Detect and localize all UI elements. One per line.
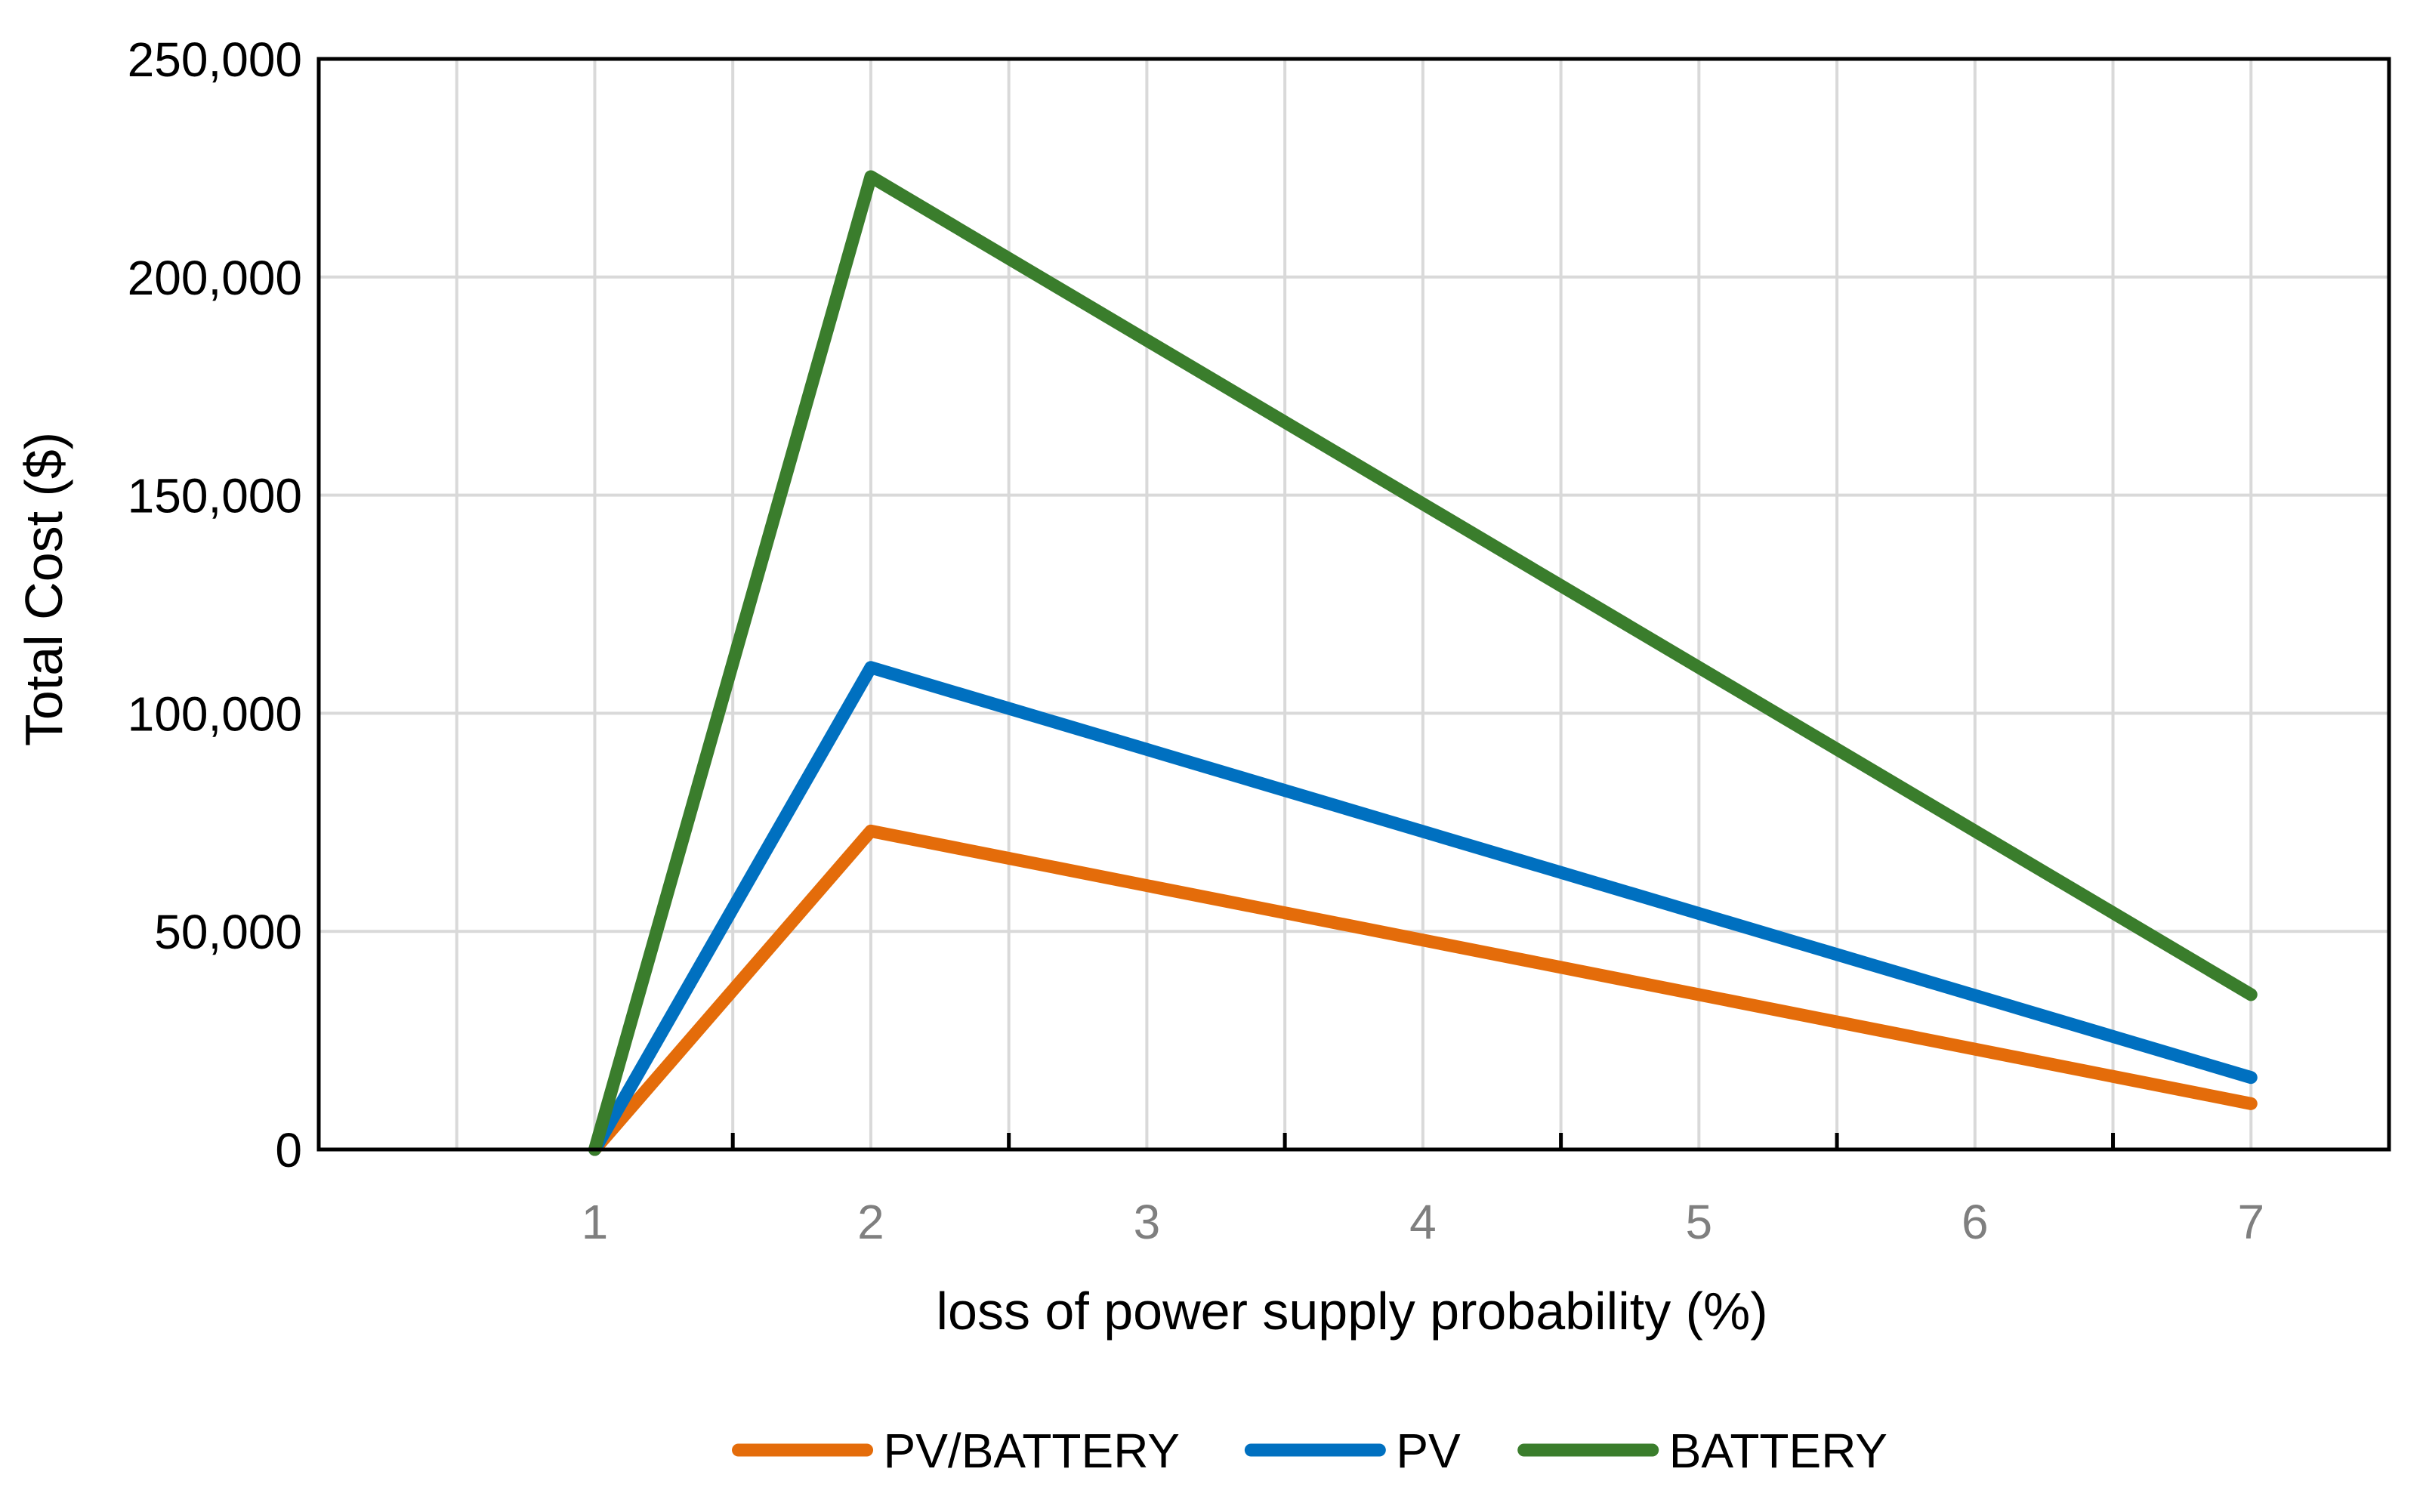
legend-item-pv: PV (1244, 1424, 1461, 1478)
series-line-pv (588, 661, 2258, 1156)
x-tick-label: 6 (1962, 1195, 1989, 1249)
series-line-pv-battery (588, 824, 2258, 1156)
y-axis-tick-labels: 0 50,000 100,000 150,000 200,000 250,000 (128, 32, 302, 1177)
x-axis-title: loss of power supply probability (%) (936, 1282, 1767, 1341)
x-tick-label: 5 (1686, 1195, 1713, 1249)
gridlines (319, 59, 2389, 1149)
y-tick-label: 0 (275, 1123, 302, 1177)
x-tick-label: 3 (1134, 1195, 1161, 1249)
legend-label-pv: PV (1396, 1424, 1461, 1478)
legend-label-battery: BATTERY (1669, 1424, 1887, 1478)
series-line-battery (588, 170, 2258, 1156)
y-axis-title: Total Cost ($) (14, 432, 73, 746)
x-tick-label: 4 (1409, 1195, 1437, 1249)
x-tick-label: 2 (857, 1195, 884, 1249)
legend-label-pv-battery: PV/BATTERY (884, 1424, 1180, 1478)
x-axis-tick-labels: 1 2 3 4 5 6 7 (582, 1195, 2264, 1249)
plot-area-frame (316, 57, 2391, 1152)
legend-item-battery: BATTERY (1517, 1424, 1887, 1478)
legend: PV/BATTERY PV BATTERY (732, 1424, 1887, 1478)
series-lines (588, 170, 2258, 1156)
y-tick-label: 200,000 (128, 251, 302, 305)
y-tick-label: 100,000 (128, 687, 302, 741)
axis-ticks (730, 1133, 2116, 1149)
legend-item-pv-battery: PV/BATTERY (732, 1424, 1180, 1478)
y-tick-label: 50,000 (154, 905, 302, 959)
x-tick-label: 1 (582, 1195, 609, 1249)
y-tick-label: 150,000 (128, 469, 302, 523)
x-tick-label: 7 (2237, 1195, 2264, 1249)
y-tick-label: 250,000 (128, 32, 302, 87)
